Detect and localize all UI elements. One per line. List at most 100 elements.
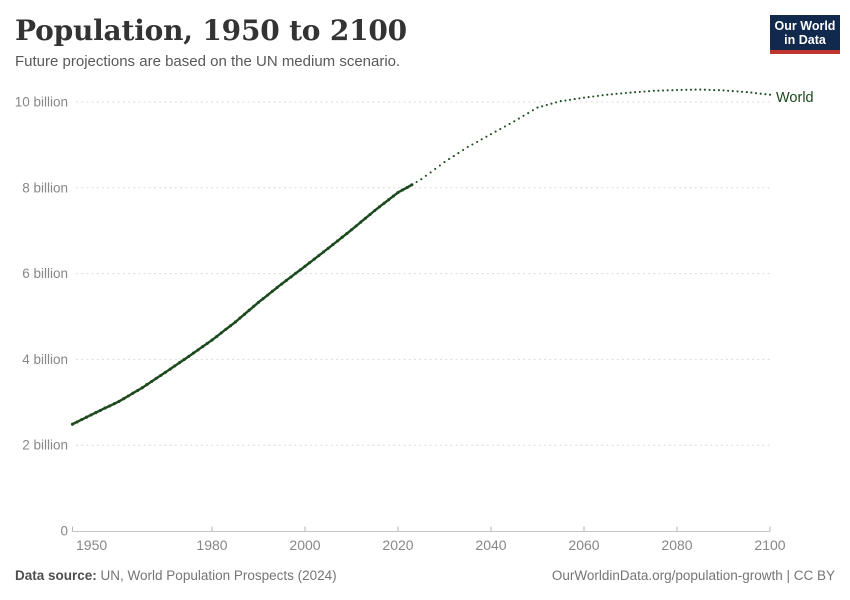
world-series-marker [224, 327, 228, 331]
world-series-marker [368, 212, 372, 216]
world-series-projection-dot [443, 161, 446, 164]
x-axis-label-2080: 2080 [661, 537, 692, 553]
world-series-marker [75, 420, 79, 424]
world-series-projection-dot [420, 178, 423, 181]
data-source-label: Data source: [15, 568, 97, 583]
world-series-projection-dot [578, 97, 581, 100]
world-series-projection-dot [499, 127, 502, 131]
world-series-marker [275, 286, 279, 290]
world-series-projection-dot [615, 92, 618, 95]
world-series-marker [238, 316, 242, 320]
world-series-marker [294, 271, 298, 275]
world-series-projection-dot [564, 99, 567, 102]
world-series-projection-dot [429, 171, 432, 174]
world-series-marker [173, 364, 177, 368]
world-series-marker [150, 379, 154, 384]
y-axis-label-4: 4 billion [22, 352, 68, 367]
world-series-projection-dot [573, 98, 576, 101]
world-series-marker [256, 300, 261, 304]
world-series-marker [261, 297, 265, 301]
y-axis-label-8: 8 billion [22, 180, 68, 195]
world-series-projection-dot [536, 106, 539, 109]
x-axis-label-2100: 2100 [754, 537, 785, 553]
world-series-projection-dot [466, 145, 469, 149]
world-series-projection-dot [606, 93, 609, 96]
world-series-marker [270, 289, 274, 293]
world-series-marker [94, 411, 98, 415]
world-series-marker [410, 183, 414, 187]
world-series-marker [205, 341, 209, 345]
world-series-projection-dot [620, 92, 623, 95]
y-axis-label-6: 6 billion [22, 266, 68, 281]
world-series-marker [396, 190, 400, 195]
world-series-projection-dot [485, 135, 488, 138]
y-axis-label-10: 10 billion [15, 95, 68, 110]
world-series-marker [280, 282, 284, 286]
world-series-projection-dot [708, 88, 711, 91]
world-series-marker [289, 275, 293, 279]
world-series-projection-dot [480, 138, 483, 141]
world-series-marker [382, 201, 386, 205]
world-series-projection-dot [582, 96, 586, 99]
world-series-projection-dot [657, 89, 660, 92]
world-series-projection-dot [703, 88, 706, 91]
world-series-marker [154, 376, 158, 380]
world-series-marker [243, 312, 247, 316]
world-series-projection-dot [736, 90, 739, 93]
world-series-marker [103, 406, 107, 410]
world-series-projection-dot [643, 90, 646, 93]
world-series-projection-dot [652, 89, 655, 92]
world-series-projection-dot [610, 93, 613, 96]
world-series-projection-dot [745, 91, 748, 94]
world-series-projection-dot [476, 140, 479, 143]
world-series-marker [108, 404, 112, 408]
world-series-projection-dot [568, 98, 572, 101]
y-axis-label-2: 2 billion [22, 438, 68, 453]
world-series-projection-dot [471, 143, 474, 146]
world-series-marker [80, 417, 84, 422]
world-series-marker [233, 320, 237, 324]
world-series-projection-dot [689, 88, 693, 91]
world-series-marker [145, 383, 149, 387]
world-series-marker [363, 216, 367, 220]
world-series-marker [210, 338, 214, 342]
citation-link[interactable]: OurWorldinData.org/population-growth | C… [551, 568, 835, 583]
chart-title: Population, 1950 to 2100 [15, 14, 407, 47]
world-series-marker [377, 205, 381, 209]
chart-footer: Data source: UN, World Population Prospe… [15, 568, 835, 583]
world-series-projection-dot [555, 101, 558, 104]
world-series-marker [252, 304, 256, 308]
world-series-projection-dot [671, 89, 674, 92]
world-series-projection-dot [629, 91, 632, 94]
world-series-marker [136, 388, 140, 393]
world-series-marker [340, 235, 344, 239]
world-series-projection-dot [434, 167, 437, 170]
world-series-marker [312, 257, 316, 261]
owid-logo[interactable]: Our World in Data [770, 15, 840, 54]
world-series-projection-dot [415, 180, 418, 184]
world-series-projection-dot [754, 92, 758, 95]
world-series-projection-dot [452, 155, 455, 158]
world-series-marker [391, 194, 395, 198]
world-series-projection-dot [424, 174, 427, 177]
data-source-text: UN, World Population Prospects (2024) [100, 568, 337, 583]
world-series-projection-dot [545, 103, 548, 107]
world-series-projection-dot [675, 88, 679, 92]
world-series-projection-dot [731, 90, 734, 93]
world-series-projection-dot [741, 90, 744, 93]
world-series-marker [98, 408, 102, 412]
world-series-projection-dot [624, 91, 627, 95]
world-series-marker [336, 239, 340, 243]
x-axis-label-2060: 2060 [568, 537, 599, 553]
world-series-projection-dot [592, 95, 595, 98]
world-series-marker [219, 331, 223, 335]
world-series-projection-dot [550, 102, 553, 105]
world-series-marker [163, 370, 168, 374]
world-series-projection-dot [531, 109, 534, 112]
world-series-projection-dot [513, 120, 516, 123]
world-series-label[interactable]: World [776, 90, 814, 106]
world-series-projection-dot [494, 130, 497, 133]
world-series-marker [247, 308, 251, 312]
world-series-marker [182, 358, 186, 362]
